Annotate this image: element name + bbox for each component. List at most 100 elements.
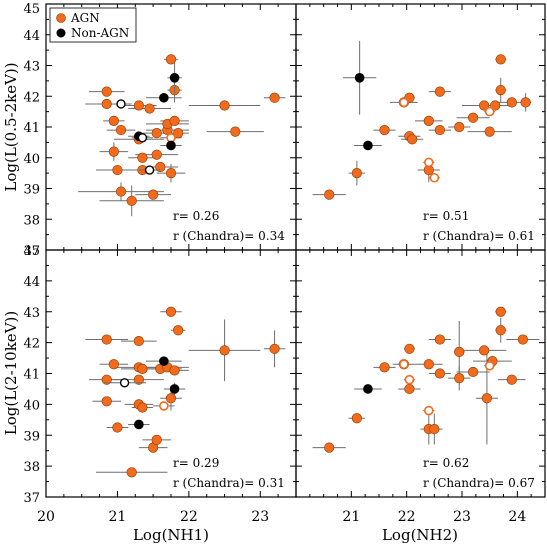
- agn-point: [351, 168, 362, 179]
- agn-point: [108, 146, 119, 157]
- agn-open-point: [429, 172, 440, 183]
- x-tick-label: 21: [109, 509, 127, 525]
- agn-point: [495, 54, 506, 65]
- correlation-r: r= 0.51: [423, 209, 469, 223]
- agn-point: [115, 186, 127, 197]
- agn-point: [101, 86, 112, 97]
- legend-non-agn-label: Non-AGN: [71, 26, 129, 40]
- y-tick-label: 40: [23, 398, 40, 413]
- agn-point: [495, 325, 506, 336]
- agn-point: [126, 195, 137, 206]
- agn-point: [230, 126, 241, 137]
- agn-point: [137, 152, 148, 163]
- agn-point: [133, 100, 144, 111]
- agn-point: [454, 121, 465, 133]
- agn-point: [269, 92, 280, 103]
- agn-open-point: [484, 360, 495, 371]
- x-tick-label: 22: [180, 509, 198, 525]
- y-axis-label: Log(L(0.5-2keV)): [2, 62, 20, 191]
- agn-point: [165, 393, 177, 404]
- y-tick-label: 43: [23, 60, 40, 75]
- y-tick-label: 41: [23, 121, 40, 136]
- agn-point: [165, 168, 177, 179]
- agn-point: [423, 359, 434, 370]
- legend-box: [49, 7, 137, 43]
- agn-point: [169, 365, 180, 376]
- agn-point: [269, 343, 280, 354]
- agn-point: [133, 335, 144, 347]
- agn-point: [324, 189, 335, 200]
- agn-point: [173, 325, 184, 336]
- agn-point: [133, 374, 144, 385]
- agn-open-point: [423, 157, 434, 168]
- agn-point: [517, 334, 528, 345]
- agn-point: [454, 346, 465, 357]
- agn-point: [151, 149, 162, 160]
- y-tick-label: 41: [23, 368, 40, 383]
- agn-point: [151, 434, 162, 445]
- non-agn-point: [134, 419, 144, 430]
- agn-point: [481, 393, 493, 404]
- agn-point: [219, 100, 230, 111]
- agn-open-point: [404, 374, 415, 385]
- agn-point: [126, 467, 137, 478]
- agn-open-point: [423, 405, 434, 416]
- agn-open-point: [484, 106, 495, 117]
- x-tick-label: 23: [453, 509, 471, 525]
- panel-bottom-left: [45, 249, 297, 498]
- agn-point: [151, 128, 162, 139]
- non-agn-open-point: [144, 165, 155, 175]
- agn-point: [112, 164, 123, 176]
- x-tick-label: 20: [37, 509, 55, 525]
- non-agn-point: [363, 140, 373, 151]
- agn-point: [137, 402, 148, 413]
- agn-point: [495, 84, 506, 96]
- legend-agn-marker: [56, 13, 66, 23]
- agn-point: [434, 124, 445, 136]
- y-tick-label: 45: [23, 2, 40, 17]
- agn-point: [407, 134, 418, 145]
- agn-point: [404, 383, 415, 395]
- agn-point: [520, 97, 531, 108]
- agn-open-point: [159, 401, 169, 411]
- agn-point: [101, 396, 112, 407]
- legend-agn-label: AGN: [70, 11, 100, 25]
- agn-point: [148, 189, 159, 200]
- correlation-r: r= 0.29: [173, 456, 219, 470]
- correlation-r-chandra: r (Chandra)= 0.61: [423, 229, 535, 243]
- non-agn-point: [363, 384, 373, 394]
- x-tick-label: 23: [251, 509, 269, 525]
- non-agn-point: [166, 140, 176, 151]
- agn-point: [506, 97, 517, 108]
- agn-point: [144, 103, 155, 114]
- non-agn-point: [159, 356, 169, 366]
- y-tick-label: 42: [23, 90, 40, 105]
- agn-point: [434, 86, 445, 97]
- agn-point: [108, 115, 119, 126]
- non-agn-point: [159, 92, 169, 103]
- correlation-r: r= 0.26: [173, 209, 219, 223]
- non-agn-open-point: [116, 99, 126, 109]
- x-axis-label: Log(NH1): [133, 526, 209, 544]
- agn-point: [423, 115, 434, 126]
- agn-point: [169, 115, 180, 126]
- agn-point: [101, 334, 112, 345]
- correlation-r-chandra: r (Chandra)= 0.31: [173, 476, 285, 490]
- non-agn-open-point: [137, 133, 148, 143]
- agn-open-point: [166, 132, 176, 143]
- agn-point: [467, 112, 479, 123]
- y-axis-label: Log(L(2-10keV)): [2, 311, 20, 435]
- agn-point: [112, 422, 123, 433]
- agn-point: [429, 423, 440, 435]
- agn-point: [173, 128, 184, 139]
- y-tick-label: 37: [23, 491, 40, 506]
- y-tick-label: 39: [23, 183, 40, 198]
- correlation-r-chandra: r (Chandra)= 0.34: [173, 229, 285, 243]
- agn-point: [108, 359, 119, 370]
- agn-point: [454, 373, 465, 384]
- agn-point: [495, 306, 506, 317]
- y-tick-label: 43: [23, 306, 40, 321]
- agn-point: [479, 100, 490, 111]
- correlation-r: r= 0.62: [423, 456, 469, 470]
